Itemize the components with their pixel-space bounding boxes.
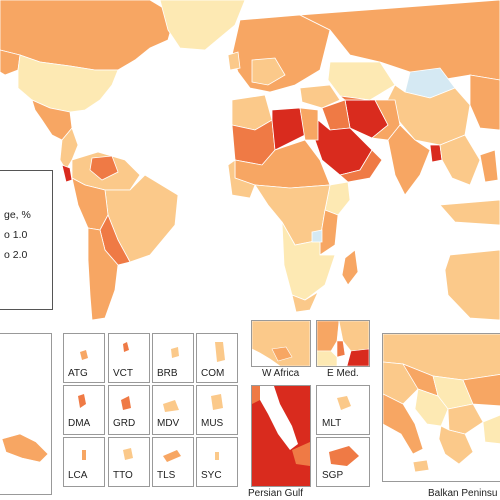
label-mdv: MDV bbox=[157, 418, 180, 429]
inset-mdv[interactable] bbox=[152, 385, 194, 435]
region-india[interactable] bbox=[387, 124, 431, 196]
label-w-africa: W Africa bbox=[262, 368, 300, 379]
inset-brb[interactable] bbox=[152, 333, 194, 383]
inset-e-med[interactable] bbox=[316, 320, 370, 367]
inset-sgp[interactable] bbox=[316, 437, 370, 487]
label-persian-gulf: Persian Gulf bbox=[248, 488, 304, 499]
inset-dma[interactable] bbox=[63, 385, 105, 435]
inset-tls[interactable] bbox=[152, 437, 194, 487]
region-southeast-asia[interactable] bbox=[439, 134, 481, 186]
label-sgp: SGP bbox=[322, 470, 344, 481]
region-south-africa[interactable] bbox=[291, 290, 319, 313]
region-uk[interactable] bbox=[227, 51, 241, 71]
label-lca: LCA bbox=[68, 470, 88, 481]
region-central-asia[interactable] bbox=[338, 95, 371, 101]
label-atg: ATG bbox=[68, 368, 88, 379]
region-turkey-levant[interactable] bbox=[299, 84, 341, 109]
region-indonesia[interactable] bbox=[439, 199, 500, 226]
region-madagascar[interactable] bbox=[341, 249, 359, 286]
label-mus: MUS bbox=[201, 418, 224, 429]
label-brb: BRB bbox=[157, 368, 178, 379]
inset-grd[interactable] bbox=[108, 385, 150, 435]
region-east-asia[interactable] bbox=[469, 74, 500, 131]
region-greenland[interactable] bbox=[159, 0, 246, 51]
inset-syc[interactable] bbox=[196, 437, 238, 487]
inset-balkan[interactable] bbox=[382, 333, 500, 482]
region-venezuela[interactable] bbox=[89, 155, 119, 181]
label-mlt: MLT bbox=[322, 418, 342, 429]
label-grd: GRD bbox=[113, 418, 136, 429]
region-usa[interactable] bbox=[17, 54, 119, 113]
legend-item-1: o 1.0 bbox=[4, 229, 28, 241]
label-balkan: Balkan Peninsu bbox=[428, 488, 498, 499]
label-e-med: E Med. bbox=[327, 368, 359, 379]
inset-caribbean[interactable] bbox=[0, 333, 52, 495]
region-argentina-chile[interactable] bbox=[87, 227, 119, 321]
region-no-data-africa[interactable] bbox=[311, 229, 323, 243]
inset-vct[interactable] bbox=[108, 333, 150, 383]
label-dma: DMA bbox=[68, 418, 91, 429]
region-europe[interactable] bbox=[231, 14, 331, 93]
region-alaska[interactable] bbox=[0, 49, 21, 76]
inset-tto[interactable] bbox=[108, 437, 150, 487]
region-philippines[interactable] bbox=[479, 149, 499, 183]
inset-mlt[interactable] bbox=[316, 385, 370, 435]
inset-mus[interactable] bbox=[196, 385, 238, 435]
inset-atg[interactable] bbox=[63, 333, 105, 383]
label-syc: SYC bbox=[201, 470, 222, 481]
label-vct: VCT bbox=[113, 368, 133, 379]
world-map bbox=[0, 0, 500, 321]
inset-w-africa[interactable] bbox=[251, 320, 311, 367]
inset-caribbean-svg bbox=[1, 433, 49, 463]
inset-persian-gulf[interactable] bbox=[251, 385, 311, 487]
inset-lca[interactable] bbox=[63, 437, 105, 487]
legend: ge, % o 1.0 o 2.0 bbox=[0, 170, 53, 310]
label-tto: TTO bbox=[113, 470, 133, 481]
region-central-america-red[interactable] bbox=[61, 164, 73, 183]
label-tls: TLS bbox=[157, 470, 176, 481]
legend-title: ge, % bbox=[4, 209, 31, 221]
region-australia[interactable] bbox=[444, 249, 500, 321]
region-kazakhstan[interactable] bbox=[327, 61, 396, 101]
label-com: COM bbox=[201, 368, 225, 379]
region-southern-africa[interactable] bbox=[281, 221, 336, 301]
region-europe-light[interactable] bbox=[251, 57, 286, 86]
inset-com[interactable] bbox=[196, 333, 238, 383]
world-map-svg bbox=[0, 0, 500, 321]
legend-item-2: o 2.0 bbox=[4, 249, 28, 261]
region-egypt[interactable] bbox=[299, 107, 319, 141]
